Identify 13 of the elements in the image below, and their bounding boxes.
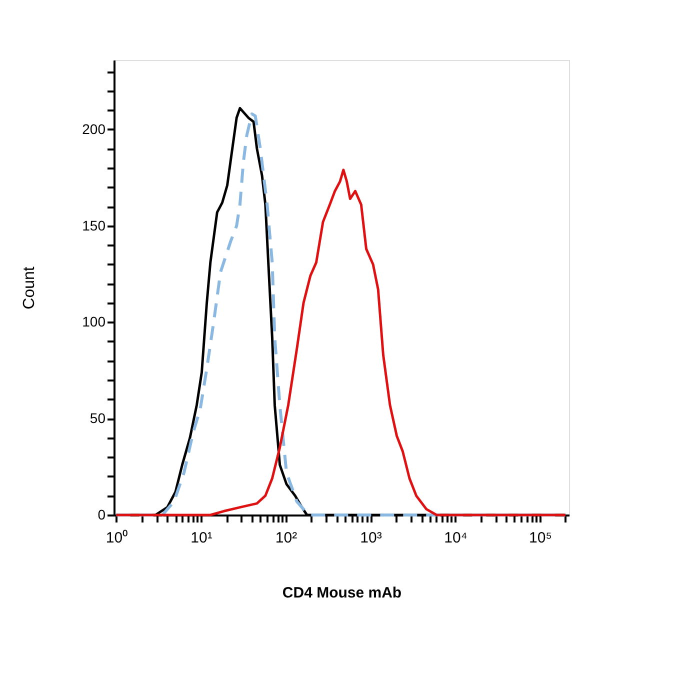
x-axis-title: CD4 Mouse mAb: [282, 584, 402, 602]
y-tick-label: 0: [98, 506, 106, 522]
y-tick-label: 100: [82, 314, 106, 330]
x-tick-label: 10¹: [190, 530, 212, 546]
x-tick-label: 10²: [275, 530, 298, 546]
y-axis-title: Count: [21, 266, 38, 310]
x-tick-label: 10⁴: [444, 530, 468, 546]
x-tick-label: 10³: [360, 530, 382, 546]
x-tick-label: 10⁵: [529, 530, 552, 546]
x-tick-label: 10⁰: [106, 530, 128, 546]
y-tick-label: 50: [90, 410, 106, 426]
y-tick-label: 150: [82, 217, 106, 234]
y-tick-label: 200: [82, 120, 106, 137]
